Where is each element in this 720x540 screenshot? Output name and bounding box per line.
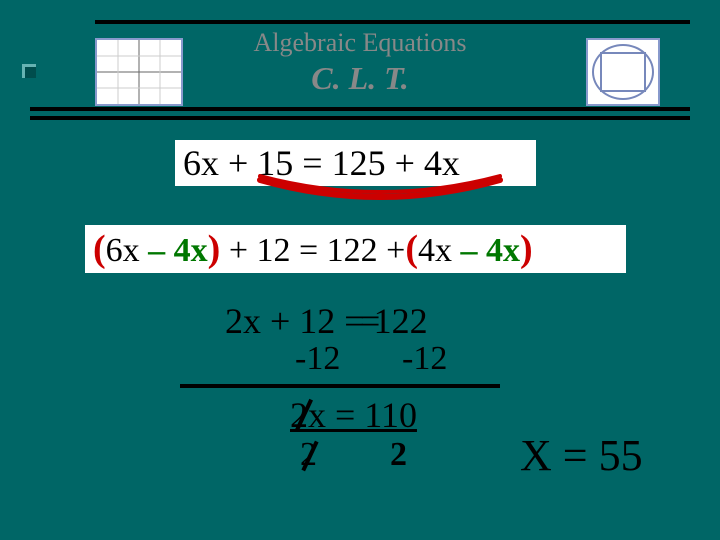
equation-3: 2x + 12 = 122	[225, 300, 428, 342]
eq2-minus2: – 4x	[461, 232, 521, 269]
subtract-right: -12	[402, 340, 447, 378]
eq2-mid: + 12 = 122 +	[220, 232, 405, 269]
eq2-part2: 4x	[418, 232, 461, 269]
horizontal-rule	[180, 384, 500, 388]
equals-overlay: =	[360, 300, 380, 342]
equation-3-text: 2x + 12 = 122	[225, 301, 428, 341]
paren-open-1: (	[93, 228, 106, 270]
rule-upper	[30, 107, 690, 111]
top-rule	[95, 20, 690, 24]
rule-lower	[30, 116, 690, 120]
page-subtitle: C. L. T.	[0, 60, 720, 97]
equation-2-box: (6x – 4x) + 12 = 122 +(4x – 4x)	[85, 225, 626, 273]
paren-open-2: (	[405, 228, 418, 270]
paren-close-2: )	[520, 228, 533, 270]
swoosh-icon	[250, 174, 510, 204]
paren-close-1: )	[208, 228, 221, 270]
divisor-right: 2	[390, 436, 407, 474]
eq2-minus1: – 4x	[148, 232, 208, 269]
answer-text: X = 55	[520, 430, 643, 481]
page-title: Algebraic Equations	[0, 28, 720, 58]
subtract-left: -12	[295, 340, 340, 378]
slide: Algebraic Equations C. L. T. 6x + 15 = 1…	[0, 0, 720, 540]
eq2-part1: 6x	[106, 232, 149, 269]
